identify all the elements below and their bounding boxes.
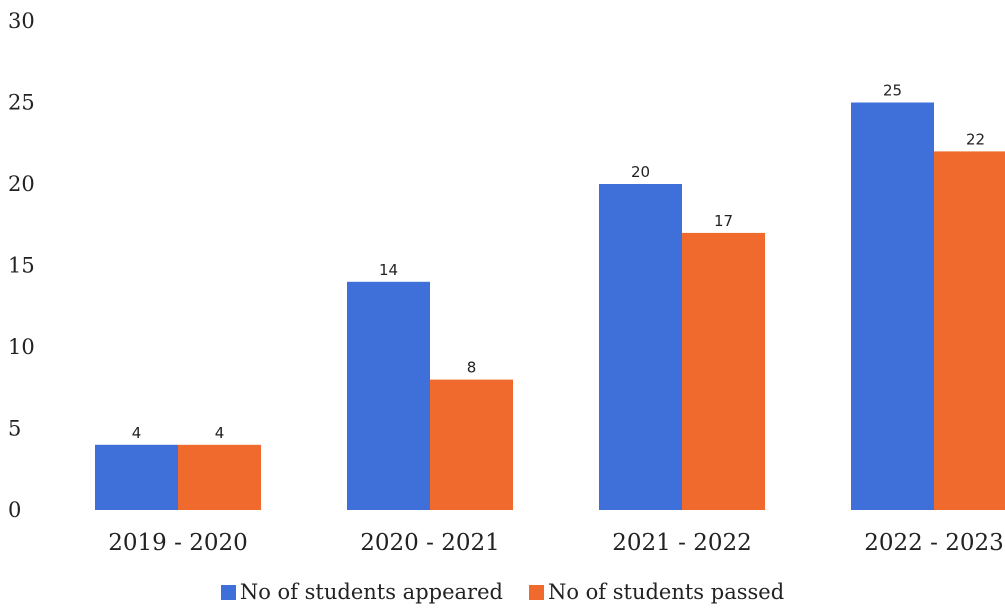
bar-passed [178, 444, 261, 510]
bar-passed [934, 151, 1005, 510]
y-tick-label: 5 [8, 417, 21, 441]
y-tick-label: 30 [8, 9, 35, 33]
y-tick-label: 10 [8, 335, 35, 359]
data-label: 8 [467, 359, 477, 377]
x-axis: 2019 - 2020 2020 - 2021 2021 - 2022 2022 - … [108, 530, 1003, 556]
bar-appeared [347, 281, 430, 510]
data-label: 4 [132, 424, 142, 442]
legend-item-passed: No of students passed [528, 580, 785, 604]
data-label: 22 [966, 130, 985, 148]
legend-label-appeared: No of students appeared [239, 580, 503, 604]
x-category-label: 2020 - 2021 [360, 530, 499, 556]
y-tick-label: 20 [8, 172, 35, 196]
bar-passed [682, 232, 765, 510]
data-label: 17 [714, 212, 733, 230]
data-label: 4 [215, 424, 225, 442]
bar-passed [430, 379, 513, 510]
data-label: 20 [631, 163, 650, 181]
y-tick-label: 25 [8, 91, 35, 115]
legend-item-appeared: No of students appeared [220, 580, 503, 604]
bar-appeared [599, 184, 682, 510]
x-category-label: 2021 - 2022 [612, 530, 751, 556]
legend-label-passed: No of students passed [547, 580, 785, 604]
y-axis: 0 5 10 15 20 25 30 [8, 9, 35, 522]
legend-swatch-passed [528, 584, 544, 600]
bar-appeared [95, 444, 178, 510]
legend-swatch-appeared [220, 584, 236, 600]
data-label: 14 [379, 261, 398, 279]
x-category-label: 2022 - 2023 [864, 530, 1003, 556]
bar-appeared [851, 102, 934, 510]
x-category-label: 2019 - 2020 [108, 530, 247, 556]
data-label: 25 [883, 82, 902, 100]
legend: No of students appeared No of students p… [0, 580, 1005, 604]
bars-group: 4 4 14 8 20 17 25 22 [95, 82, 1005, 510]
y-tick-label: 0 [8, 498, 21, 522]
y-tick-label: 15 [8, 254, 35, 278]
